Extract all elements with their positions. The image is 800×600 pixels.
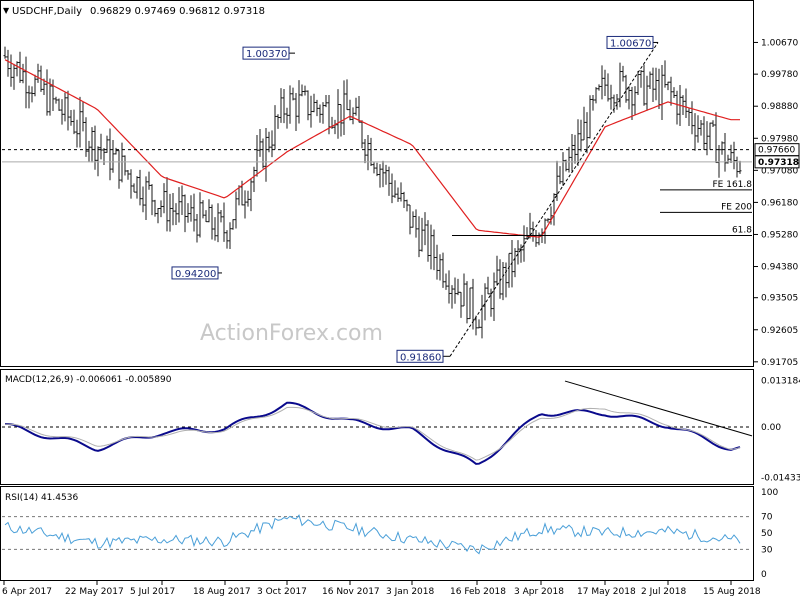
price-tag-label: 0.97318 xyxy=(758,158,799,168)
symbol-label: USDCHF,Daily xyxy=(12,6,82,17)
rsi-line xyxy=(4,514,741,555)
price-tick-label: 0.91705 xyxy=(761,358,798,368)
fibonacci-level-label: FE 161.8 xyxy=(713,180,753,190)
watermark: ActionForex.com xyxy=(200,321,383,346)
macd-tick-label: 0.00 xyxy=(761,423,781,433)
macd-trend-line xyxy=(564,380,753,437)
price-label-text: 1.00670 xyxy=(610,38,651,49)
price-tick-label: 1.00670 xyxy=(761,38,798,48)
price-tick-label: 0.97980 xyxy=(761,134,798,144)
rsi-tick-label: 0 xyxy=(761,570,767,580)
price-tick-label: 0.92605 xyxy=(761,326,798,336)
rsi-plot: RSI(14) 41.4536 100 70 50 30 0 xyxy=(2,488,778,580)
date-tick-label: 16 Nov 2017 xyxy=(322,587,380,597)
main-pane xyxy=(0,0,754,367)
rsi-tick-label: 100 xyxy=(761,488,778,498)
price-plot: 1.00670 0.99780 0.98880 0.97980 0.97080 0.961… xyxy=(2,35,800,368)
macd-signal-line xyxy=(4,406,741,461)
date-tick-label: 3 Oct 2017 xyxy=(257,587,307,597)
date-tick-label: 3 Apr 2018 xyxy=(514,587,564,597)
macd-plot: MACD(12,26,9) -0.006061 -0.005890 0.01318… xyxy=(2,375,800,484)
price-tick-label: 0.95280 xyxy=(761,230,798,240)
price-label-text: 0.94200 xyxy=(175,269,216,280)
price-label-box xyxy=(171,266,219,280)
date-tick-label: 17 May 2018 xyxy=(577,587,636,597)
ohlc-values: 0.96829 0.97469 0.96812 0.97318 xyxy=(90,6,265,17)
price-label-box xyxy=(242,46,290,60)
price-label-box xyxy=(606,35,654,49)
price-tag-label: 0.97660 xyxy=(758,146,795,156)
price-tick-label: 0.93505 xyxy=(761,294,798,304)
date-tick-label: 6 Apr 2017 xyxy=(2,587,52,597)
price-tick-label: 0.98880 xyxy=(761,102,798,112)
rsi-tick-label: 30 xyxy=(761,545,773,555)
date-tick-label: 2 Jul 2018 xyxy=(641,587,686,597)
price-tag-box xyxy=(754,155,800,169)
fibonacci-level-label: FE 200 xyxy=(721,202,752,212)
date-tick-label: 16 Feb 2018 xyxy=(450,587,506,597)
date-tick-label: 15 Aug 2018 xyxy=(703,587,761,597)
date-tick-label: 5 Jul 2017 xyxy=(130,587,175,597)
price-tick-label: 0.97080 xyxy=(761,166,798,176)
macd-tick-label: -0.014339 xyxy=(761,474,800,484)
price-tick-label: 0.99780 xyxy=(761,70,798,80)
moving-average-line xyxy=(4,59,740,238)
rsi-title: RSI(14) 41.4536 xyxy=(5,493,78,503)
price-tick-label: 0.96180 xyxy=(761,198,798,208)
price-label-text: 1.00370 xyxy=(246,49,287,60)
price-label-text: 0.91860 xyxy=(400,352,441,363)
date-tick-label: 3 Jan 2018 xyxy=(386,587,434,597)
date-tick-label: 18 Aug 2017 xyxy=(193,587,251,597)
dropdown-arrow-icon[interactable]: ▼ xyxy=(3,6,10,15)
rsi-tick-label: 70 xyxy=(761,513,773,523)
macd-title: MACD(12,26,9) -0.006061 -0.005890 xyxy=(5,375,172,385)
trend-line xyxy=(449,42,659,357)
macd-tick-label: 0.013184 xyxy=(761,376,800,386)
price-tick-label: 0.94380 xyxy=(761,263,798,273)
rsi-pane xyxy=(0,486,754,581)
date-tick-label: 22 May 2017 xyxy=(65,587,124,597)
date-axis: 6 Apr 2017 22 May 2017 5 Jul 2017 18 Aug 20… xyxy=(2,581,761,597)
rsi-tick-label: 50 xyxy=(761,529,773,539)
price-label-box xyxy=(396,349,444,363)
fibonacci-level-label: 61.8 xyxy=(732,226,752,236)
